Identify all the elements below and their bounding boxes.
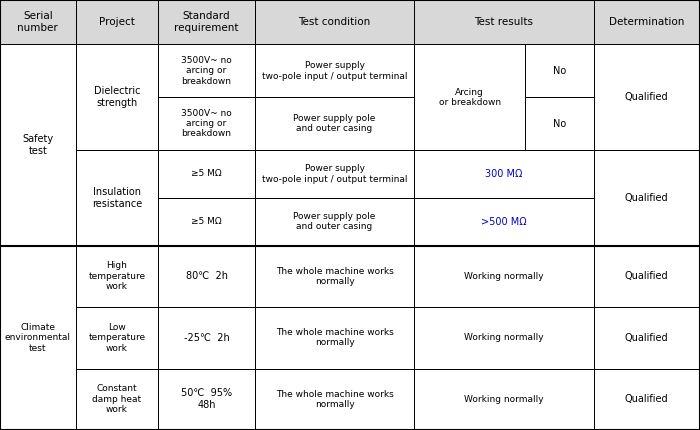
Text: Qualified: Qualified: [625, 333, 668, 343]
Bar: [158, 246, 255, 307]
Bar: [158, 369, 255, 430]
Text: Determination: Determination: [609, 17, 685, 27]
Bar: [414, 150, 594, 198]
Text: -25℃  2h: -25℃ 2h: [183, 333, 230, 343]
Text: Safety
test: Safety test: [22, 134, 53, 156]
Bar: [76, 0, 158, 44]
Text: Test results: Test results: [475, 17, 533, 27]
Bar: [255, 369, 414, 430]
Text: Working normally: Working normally: [464, 395, 544, 404]
Bar: [414, 44, 525, 150]
Text: Constant
damp heat
work: Constant damp heat work: [92, 384, 141, 414]
Text: Qualified: Qualified: [625, 193, 668, 203]
Bar: [158, 150, 255, 198]
Text: High
temperature
work: High temperature work: [88, 261, 146, 291]
Text: Low
temperature
work: Low temperature work: [88, 323, 146, 353]
Bar: [76, 369, 158, 430]
Bar: [414, 246, 594, 307]
Text: Qualified: Qualified: [625, 271, 668, 281]
Text: 3500V~ no
arcing or
breakdown: 3500V~ no arcing or breakdown: [181, 56, 232, 86]
Bar: [76, 150, 158, 246]
Text: Serial
number: Serial number: [18, 12, 58, 33]
Bar: [255, 150, 414, 198]
Text: The whole machine works
normally: The whole machine works normally: [276, 328, 393, 347]
Bar: [255, 0, 414, 44]
Bar: [255, 198, 414, 246]
Text: Project: Project: [99, 17, 135, 27]
Text: The whole machine works
normally: The whole machine works normally: [276, 390, 393, 409]
Bar: [158, 0, 255, 44]
Bar: [255, 246, 414, 307]
Text: 80℃  2h: 80℃ 2h: [186, 271, 228, 281]
Bar: [594, 150, 700, 246]
Text: Power supply
two-pole input / output terminal: Power supply two-pole input / output ter…: [262, 164, 407, 184]
Bar: [0, 0, 76, 44]
Text: Working normally: Working normally: [464, 272, 544, 281]
Text: 300 MΩ: 300 MΩ: [485, 169, 523, 179]
Bar: [594, 307, 700, 369]
Bar: [594, 0, 700, 44]
Bar: [525, 44, 594, 97]
Bar: [255, 307, 414, 369]
Bar: [594, 44, 700, 150]
Bar: [158, 307, 255, 369]
Bar: [594, 246, 700, 307]
Bar: [158, 198, 255, 246]
Text: Power supply pole
and outer casing: Power supply pole and outer casing: [293, 114, 376, 133]
Text: Standard
requirement: Standard requirement: [174, 12, 239, 33]
Text: Test condition: Test condition: [298, 17, 371, 27]
Text: Working normally: Working normally: [464, 333, 544, 342]
Text: Dielectric
strength: Dielectric strength: [94, 86, 140, 108]
Text: 3500V~ no
arcing or
breakdown: 3500V~ no arcing or breakdown: [181, 109, 232, 138]
Text: Power supply pole
and outer casing: Power supply pole and outer casing: [293, 212, 376, 231]
Text: No: No: [553, 66, 566, 76]
Bar: [158, 97, 255, 150]
Bar: [255, 97, 414, 150]
Bar: [76, 307, 158, 369]
Bar: [414, 369, 594, 430]
Text: Climate
environmental
test: Climate environmental test: [5, 323, 71, 353]
Text: >500 MΩ: >500 MΩ: [481, 217, 527, 227]
Text: ≥5 MΩ: ≥5 MΩ: [191, 169, 222, 178]
Bar: [414, 307, 594, 369]
Text: No: No: [553, 119, 566, 129]
Text: 50℃  95%
48h: 50℃ 95% 48h: [181, 388, 232, 410]
Bar: [0, 246, 76, 430]
Text: Qualified: Qualified: [625, 92, 668, 102]
Bar: [525, 97, 594, 150]
Text: Qualified: Qualified: [625, 394, 668, 404]
Bar: [76, 246, 158, 307]
Bar: [414, 0, 594, 44]
Text: ≥5 MΩ: ≥5 MΩ: [191, 217, 222, 226]
Bar: [76, 44, 158, 150]
Bar: [594, 369, 700, 430]
Bar: [255, 44, 414, 97]
Text: Insulation
resistance: Insulation resistance: [92, 187, 142, 209]
Text: Power supply
two-pole input / output terminal: Power supply two-pole input / output ter…: [262, 61, 407, 80]
Text: The whole machine works
normally: The whole machine works normally: [276, 267, 393, 286]
Text: Arcing
or breakdown: Arcing or breakdown: [439, 88, 500, 107]
Bar: [414, 198, 594, 246]
Bar: [158, 44, 255, 97]
Bar: [0, 44, 76, 246]
